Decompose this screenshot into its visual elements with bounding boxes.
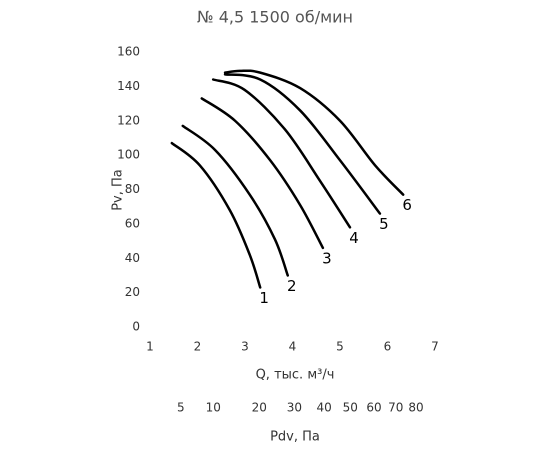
y-tick-label: 100 [117,148,140,162]
y-tick-label: 0 [132,320,140,334]
y-tick-label: 160 [117,45,140,59]
y-tick-label: 140 [117,79,140,93]
y-tick-label: 80 [125,182,140,196]
x2-tick-label: 60 [366,401,381,415]
curve [211,78,352,229]
x2-tick-label: 50 [343,401,358,415]
curve-label: 1 [259,289,269,307]
chart-title: № 4,5 1500 об/мин [197,8,353,27]
x-tick-label: 5 [336,340,344,354]
curve-label: 6 [402,196,412,214]
curve [223,69,405,196]
curve-label: 5 [379,215,389,233]
x2-tick-label: 80 [408,401,423,415]
y-axis-label: Pv, Па [111,169,126,211]
y-tick-label: 120 [117,113,140,127]
x-tick-label: 3 [241,340,249,354]
x-tick-label: 1 [146,340,154,354]
curve-label: 3 [322,249,332,267]
x2-tick-label: 30 [287,401,302,415]
curve-label: 4 [349,229,359,247]
x2-tick-label: 70 [388,401,403,415]
x-tick-label: 2 [194,340,202,354]
y-tick-label: 20 [125,285,140,299]
curve [170,141,262,289]
y-tick-label: 60 [125,216,140,230]
curve-label: 2 [287,277,297,295]
x-axis-label: Q, тыс. м³/ч [256,368,335,383]
x2-tick-label: 5 [177,401,185,415]
y-tick-label: 40 [125,251,140,265]
x-tick-label: 4 [289,340,297,354]
curve [223,73,382,215]
x-tick-label: 6 [384,340,392,354]
curve [181,124,289,277]
x2-axis-label: Pdv, Па [270,430,320,445]
x2-tick-label: 40 [317,401,332,415]
x2-tick-label: 20 [252,401,267,415]
x-tick-label: 7 [431,340,439,354]
curve [200,97,325,250]
x2-tick-label: 10 [206,401,221,415]
